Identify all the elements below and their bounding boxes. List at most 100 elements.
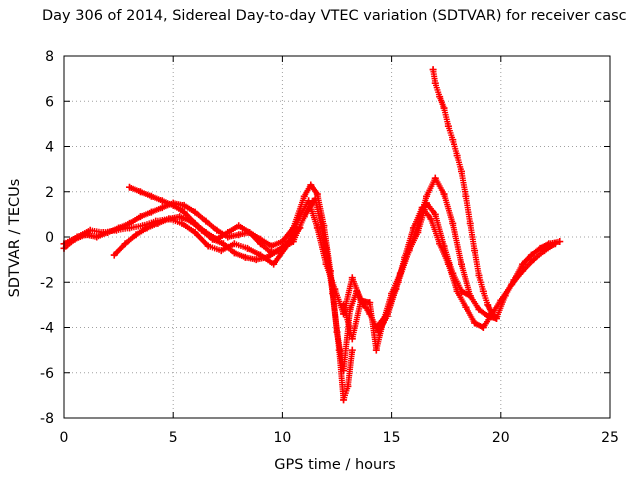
data-point: [126, 224, 134, 232]
data-point: [383, 310, 391, 318]
data-point: [93, 233, 101, 241]
data-point: [431, 174, 439, 182]
data-point: [440, 190, 448, 198]
data-point: [466, 219, 474, 227]
data-point: [311, 195, 319, 203]
y-tick-label: -2: [40, 275, 54, 291]
x-tick-label: 20: [492, 430, 510, 446]
series-markers: [373, 175, 473, 331]
data-point: [405, 247, 413, 255]
data-point: [322, 260, 330, 268]
data-point: [73, 233, 81, 241]
data-point: [126, 183, 134, 191]
data-point: [217, 247, 225, 255]
data-point: [154, 219, 162, 227]
data-point: [346, 305, 354, 313]
axis-ticks: 0 5 10 15 20 25 -8 -6 -4 -2 0 2 4 6 8: [40, 49, 619, 446]
data-point: [466, 292, 474, 300]
data-point: [414, 222, 422, 230]
series-s1: [60, 181, 367, 374]
chart-title: Day 306 of 2014, Sidereal Day-to-day VTE…: [42, 8, 627, 24]
data-point: [191, 228, 199, 236]
data-point: [209, 235, 217, 243]
data-point: [274, 247, 282, 255]
data-point: [423, 192, 431, 200]
data-point: [246, 228, 254, 236]
x-tick-label: 15: [383, 430, 401, 446]
data-point: [139, 222, 147, 230]
data-point: [180, 201, 188, 209]
data-point: [479, 324, 487, 331]
data-point: [449, 136, 457, 144]
data-point: [427, 215, 435, 223]
data-point: [449, 219, 457, 227]
data-point: [243, 244, 251, 252]
data-point: [296, 224, 304, 232]
data-point: [176, 213, 184, 221]
data-point: [475, 305, 483, 313]
data-point: [270, 260, 278, 268]
x-axis-label: GPS time / hours: [274, 457, 396, 473]
data-point: [462, 192, 470, 200]
data-point: [285, 238, 293, 246]
data-point: [471, 319, 479, 327]
data-point: [519, 260, 527, 268]
data-point: [431, 210, 439, 218]
data-point: [479, 287, 487, 295]
data-point: [322, 244, 330, 252]
data-point: [440, 242, 448, 250]
y-tick-label: 6: [45, 94, 54, 110]
data-point: [219, 240, 227, 248]
data-point: [147, 208, 155, 216]
data-point: [143, 224, 151, 232]
data-point: [484, 301, 492, 309]
data-point: [230, 240, 238, 248]
data-point: [449, 269, 457, 277]
data-point: [545, 240, 553, 248]
y-tick-label: -4: [40, 321, 54, 337]
data-point: [313, 190, 321, 198]
data-point: [344, 382, 352, 390]
data-point: [300, 192, 308, 200]
data-point: [340, 396, 348, 404]
data-point: [457, 167, 465, 175]
data-point: [158, 204, 166, 212]
gridlines: [64, 56, 610, 418]
data-point: [241, 253, 249, 261]
x-tick-label: 25: [601, 430, 619, 446]
data-point: [263, 253, 271, 261]
data-point: [187, 217, 195, 225]
data-point: [348, 274, 356, 282]
data-point: [86, 226, 94, 234]
data-point: [132, 231, 140, 239]
data-point: [112, 226, 120, 234]
data-point: [488, 310, 496, 318]
data-point: [530, 256, 538, 264]
data-point: [147, 192, 155, 200]
data-point: [501, 292, 509, 300]
data-point: [235, 222, 243, 230]
data-point: [372, 346, 380, 354]
data-point: [372, 324, 380, 331]
data-point: [348, 335, 356, 343]
data-point: [431, 79, 439, 87]
data-point: [471, 247, 479, 255]
series-s7: [372, 174, 474, 331]
y-tick-label: -8: [40, 411, 54, 427]
data-point: [198, 226, 206, 234]
data-point: [169, 201, 177, 209]
data-point: [440, 104, 448, 112]
data-point: [313, 224, 321, 232]
data-point: [224, 228, 232, 236]
data-point: [110, 251, 118, 259]
data-point: [165, 215, 173, 223]
y-tick-label: -6: [40, 366, 54, 382]
data-point: [444, 122, 452, 130]
data-point: [366, 299, 374, 307]
data-point: [510, 276, 518, 284]
data-point: [357, 296, 365, 304]
data-point: [348, 346, 356, 354]
y-tick-label: 0: [45, 230, 54, 246]
data-point: [296, 213, 304, 221]
